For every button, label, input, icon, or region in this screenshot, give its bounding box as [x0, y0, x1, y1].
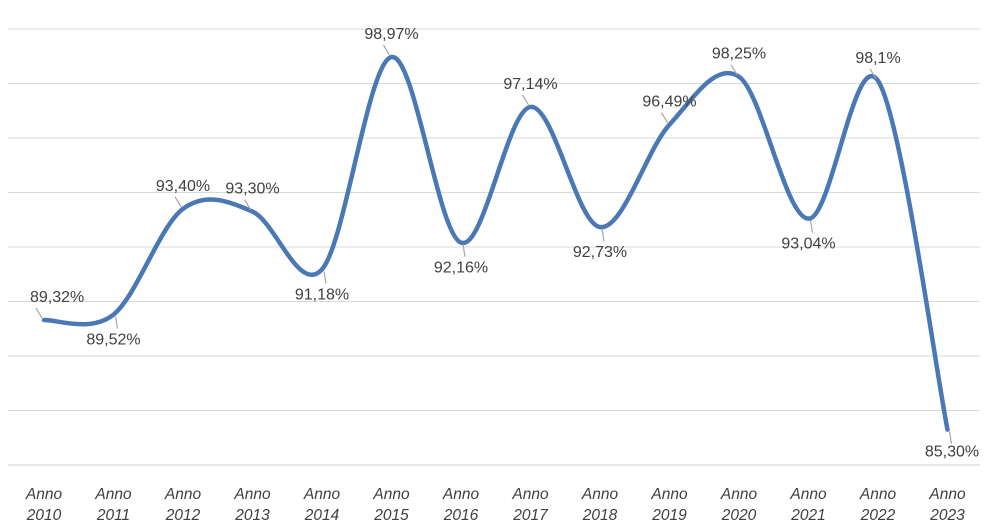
leader-line	[948, 431, 953, 444]
data-point	[529, 105, 533, 109]
data-label: 91,18%	[295, 286, 349, 303]
x-tick-label: Anno 2016	[442, 486, 480, 524]
x-tick-label: Anno 2012	[164, 486, 202, 524]
data-point	[390, 55, 394, 59]
leader-line	[660, 112, 669, 123]
x-tick-label: Anno 2022	[859, 486, 897, 524]
data-label: 93,40%	[156, 178, 210, 195]
leader-line	[869, 68, 877, 80]
x-tick-label: Anno 2023	[928, 486, 966, 524]
x-tick-label: Anno 2019	[650, 486, 688, 524]
data-label: 97,14%	[503, 76, 557, 93]
leader-line	[243, 199, 252, 210]
leader-line	[114, 316, 119, 329]
x-tick-label: Anno 2014	[303, 486, 341, 524]
data-label: 98,1%	[855, 50, 900, 67]
data-point	[807, 217, 811, 221]
leader-line	[521, 94, 530, 106]
x-tick-label: Anno 2013	[233, 486, 271, 524]
data-label: 85,30%	[925, 444, 979, 461]
data-point	[668, 123, 672, 127]
data-point	[737, 75, 741, 79]
data-point	[946, 428, 950, 432]
leader-line	[382, 44, 391, 56]
x-tick-label: Anno 2011	[94, 486, 132, 524]
x-axis-tick-labels: Anno 2010 Anno 2011 Anno 2012 Anno 2013 Anno 2014…	[25, 486, 966, 524]
data-label: 96,49%	[642, 94, 696, 111]
data-point	[251, 210, 255, 214]
leader-line	[462, 244, 466, 257]
data-point	[876, 79, 880, 83]
data-label: 98,97%	[364, 26, 418, 43]
data-point	[112, 313, 116, 317]
leader-line	[174, 196, 182, 208]
data-labels: 89,32% 89,52% 93,40% 93,30% 91,18% 98,97% 92,1…	[30, 26, 979, 461]
x-tick-label: Anno 2015	[372, 486, 410, 524]
data-point	[42, 318, 46, 322]
data-label: 93,30%	[225, 181, 279, 198]
data-label: 93,04%	[781, 236, 835, 253]
x-tick-label: Anno 2018	[581, 486, 619, 524]
data-label: 92,16%	[434, 260, 488, 277]
leader-lines	[35, 44, 953, 444]
x-tick-label: Anno 2017	[511, 486, 549, 524]
data-label: 98,25%	[712, 46, 766, 63]
x-tick-label: Anno 2021	[789, 486, 827, 524]
data-point	[598, 225, 602, 229]
data-label: 89,52%	[86, 332, 140, 349]
leader-line	[809, 220, 814, 233]
leader-line	[323, 271, 327, 284]
data-label: 89,32%	[30, 289, 84, 306]
leader-line	[35, 307, 43, 319]
x-tick-label: Anno 2020	[720, 486, 758, 524]
x-tick-label: Anno 2010	[25, 486, 63, 524]
gridlines	[8, 28, 980, 466]
series-line	[41, 54, 950, 432]
data-label: 92,73%	[573, 244, 627, 261]
data-point	[459, 241, 463, 245]
series-layer	[41, 54, 950, 432]
leader-line	[601, 229, 605, 242]
leader-line	[730, 64, 738, 75]
data-point	[181, 207, 185, 211]
data-point	[320, 267, 324, 271]
